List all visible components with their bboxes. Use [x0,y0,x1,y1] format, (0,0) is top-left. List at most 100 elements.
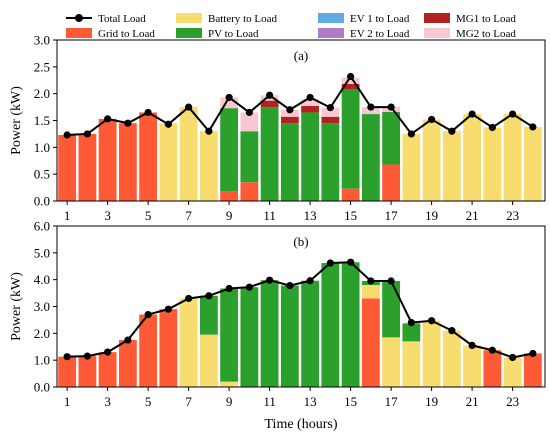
legend-swatch-battery [176,13,202,23]
bar-battery [179,298,198,387]
total-load-point [245,108,253,117]
bar-pv [382,111,401,165]
y-tick-label: 4.0 [34,272,50,287]
y-tick-label: 6.0 [34,219,50,234]
bar-pv [260,280,279,387]
bar-battery [199,131,218,201]
total-load-point [164,305,172,313]
bar-pv [220,288,239,382]
total-load-point [185,294,193,303]
y-tick-label: 1.0 [34,140,50,155]
bar-battery [199,334,218,387]
total-load-point [124,336,132,344]
total-load-point [185,103,193,111]
total-load-point [387,103,395,111]
legend-label-mg2: MG2 to Load [456,28,516,40]
total-load-point [428,115,436,124]
bar-mg2 [220,97,239,109]
x-tick-label: 13 [304,394,317,409]
total-load-point [448,127,456,135]
x-tick-label: 1 [64,208,71,223]
bar-battery [463,114,482,201]
total-load-point [83,352,91,360]
x-tick-label: 21 [466,208,479,223]
legend-label-mg1: MG1 to Load [456,13,516,25]
total-load-point [529,349,537,358]
x-tick-label: 1 [64,394,71,409]
bar-mg1 [260,100,279,108]
total-load-point [205,127,213,135]
bar-mg1 [341,84,360,90]
total-load-point [448,327,456,335]
total-load-point [124,119,132,127]
total-load-point [488,123,496,132]
total-load-point [407,319,415,327]
total-load-point [164,120,172,128]
bar-battery [442,330,461,387]
total-load-point [104,348,112,356]
total-load-point [508,353,517,362]
y-tick-label: 1.5 [34,113,50,128]
y-tick-label: 1.0 [34,353,50,368]
legend-swatch-mg1 [424,13,450,23]
total-load-point [63,131,71,139]
bar-mg2 [341,77,360,85]
bar-grid [98,118,117,201]
total-load-point [367,277,375,285]
panel-label: (b) [293,234,308,249]
x-tick-label: 5 [145,394,152,409]
legend-label-ev2: EV 2 to Load [350,28,410,40]
bar-grid [98,352,117,387]
bar-battery [402,341,421,387]
bar-battery [402,133,421,201]
legend-swatch-ev1 [318,13,344,23]
bar-pv [321,263,340,387]
panel-label: (a) [294,48,308,63]
total-load-point [468,341,476,350]
total-load-point [428,317,436,325]
total-load-point [266,276,274,284]
y-axis-label: Power (kW) [9,272,24,341]
bar-pv [341,262,360,387]
x-tick-label: 21 [466,394,479,409]
bar-battery [159,123,178,201]
legend-swatch-ev2 [318,28,344,38]
legend-swatch-pv [176,28,202,38]
x-tick-label: 9 [226,208,233,223]
y-tick-label: 3.0 [34,299,50,314]
bar-grid [118,123,137,201]
bar-pv [301,280,320,387]
x-tick-label: 19 [425,394,438,409]
legend-swatch-mg2 [424,28,450,38]
bar-battery [361,285,380,299]
total-load-point [144,108,152,117]
x-tick-label: 3 [104,208,111,223]
bar-mg2 [240,112,259,132]
x-tick-label: 5 [145,208,152,223]
bar-pv [240,287,259,387]
total-load-line [67,261,534,359]
bar-grid [78,133,97,201]
bar-battery [179,107,198,201]
bar-pv [240,131,259,183]
bar-pv [321,123,340,201]
total-load-point [205,292,213,300]
bar-pv [280,285,299,387]
x-tick-label: 3 [104,394,111,409]
bar-battery [422,320,441,387]
legend-label-ev1: EV 1 to Load [350,13,410,25]
bar-grid [341,188,360,201]
bar-battery [503,357,522,387]
total-load-point [225,284,233,293]
bar-grid [523,353,542,387]
bar-grid [139,314,158,387]
bar-pv [260,107,279,201]
bar-grid [382,164,401,201]
y-tick-label: 2.0 [34,326,50,341]
x-tick-label: 23 [506,394,519,409]
total-load-point [286,106,294,114]
total-load-point [407,130,415,138]
bar-pv [280,123,299,201]
total-load-point [367,103,375,111]
